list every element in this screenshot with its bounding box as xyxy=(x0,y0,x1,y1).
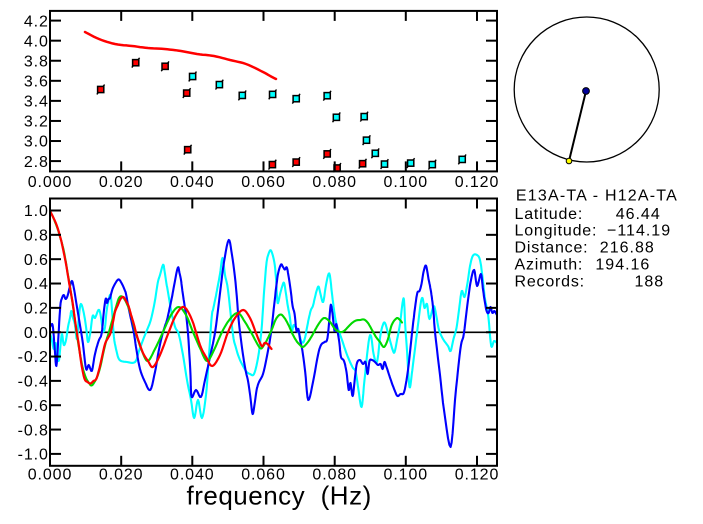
svg-text:Distance:: Distance: xyxy=(515,240,589,257)
svg-text:0.8: 0.8 xyxy=(24,228,49,245)
svg-text:3.2: 3.2 xyxy=(24,114,49,131)
svg-text:0.6: 0.6 xyxy=(24,252,49,269)
svg-text:frequency (Hz): frequency (Hz) xyxy=(187,481,372,511)
svg-text:188: 188 xyxy=(635,274,665,291)
svg-text:0.100: 0.100 xyxy=(384,467,429,484)
svg-text:0.4: 0.4 xyxy=(24,276,49,293)
svg-text:0.060: 0.060 xyxy=(241,174,286,191)
svg-text:0.080: 0.080 xyxy=(312,467,357,484)
svg-text:3.8: 3.8 xyxy=(24,53,49,70)
svg-text:0.020: 0.020 xyxy=(99,174,144,191)
svg-text:0.0: 0.0 xyxy=(24,325,49,342)
svg-text:0.080: 0.080 xyxy=(312,174,357,191)
svg-text:46.44: 46.44 xyxy=(616,206,661,223)
svg-text:0.000: 0.000 xyxy=(28,467,73,484)
svg-text:0.040: 0.040 xyxy=(170,467,215,484)
svg-text:0.120: 0.120 xyxy=(455,467,500,484)
svg-text:194.16: 194.16 xyxy=(595,257,650,274)
svg-text:E13A-TA - H12A-TA: E13A-TA - H12A-TA xyxy=(516,187,678,204)
svg-text:-0.2: -0.2 xyxy=(18,349,49,366)
svg-text:Records:: Records: xyxy=(515,274,585,291)
svg-text:0.020: 0.020 xyxy=(99,467,144,484)
svg-text:2.8: 2.8 xyxy=(24,154,49,171)
svg-text:3.0: 3.0 xyxy=(24,134,49,151)
svg-text:4.0: 4.0 xyxy=(24,33,49,50)
svg-text:0.040: 0.040 xyxy=(170,174,215,191)
svg-text:0.120: 0.120 xyxy=(455,174,500,191)
svg-text:Latitude:: Latitude: xyxy=(515,206,584,223)
svg-text:0.060: 0.060 xyxy=(241,467,286,484)
svg-text:3.4: 3.4 xyxy=(24,94,49,111)
svg-text:Longitude:: Longitude: xyxy=(515,223,598,240)
svg-text:-0.6: -0.6 xyxy=(18,398,49,415)
svg-text:0.000: 0.000 xyxy=(28,174,73,191)
svg-text:-0.4: -0.4 xyxy=(18,374,49,391)
svg-text:3.6: 3.6 xyxy=(24,74,49,91)
svg-text:1.0: 1.0 xyxy=(24,203,49,220)
svg-text:Azimuth:: Azimuth: xyxy=(515,257,584,274)
svg-text:4.2: 4.2 xyxy=(24,13,49,30)
svg-text:0.100: 0.100 xyxy=(384,174,429,191)
svg-text:216.88: 216.88 xyxy=(600,240,655,257)
svg-text:-0.8: -0.8 xyxy=(18,422,49,439)
svg-text:-1.0: -1.0 xyxy=(18,447,49,464)
svg-text:0.2: 0.2 xyxy=(24,301,49,318)
svg-text:−114.19: −114.19 xyxy=(607,223,671,240)
